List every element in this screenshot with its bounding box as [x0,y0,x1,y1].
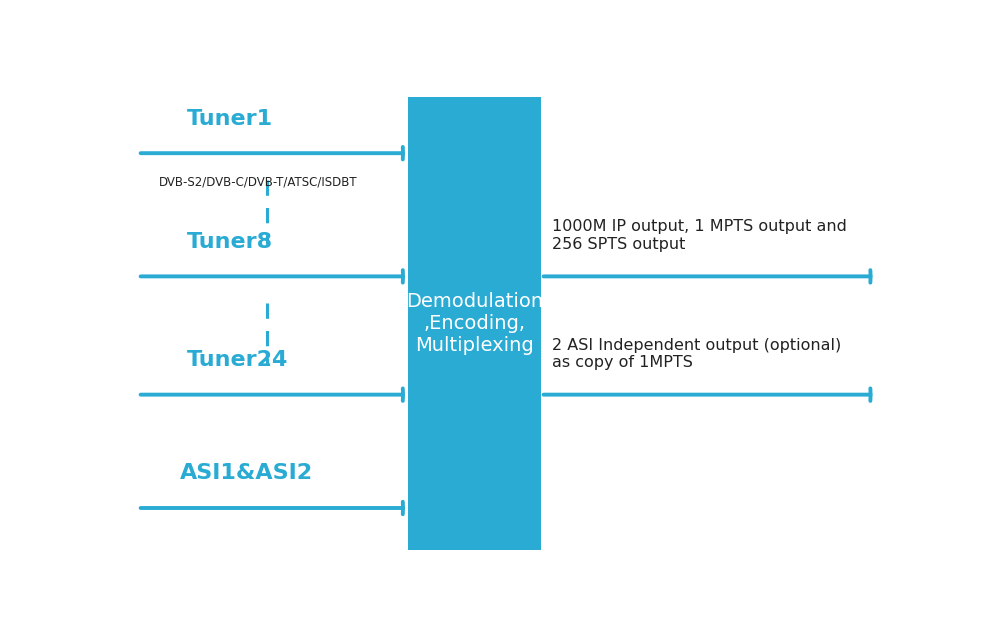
Text: Demodulation
,Encoding,
Multiplexing: Demodulation ,Encoding, Multiplexing [406,292,542,355]
Text: DVB-S2/DVB-C/DVB-T/ATSC/ISDBT: DVB-S2/DVB-C/DVB-T/ATSC/ISDBT [159,175,358,188]
Text: Tuner8: Tuner8 [187,232,274,252]
Text: 1000M IP output, 1 MPTS output and
256 SPTS output: 1000M IP output, 1 MPTS output and 256 S… [552,220,847,252]
Text: Tuner24: Tuner24 [187,350,288,370]
Text: ASI1&ASI2: ASI1&ASI2 [180,463,313,483]
Text: Tuner1: Tuner1 [187,109,274,129]
Text: 2 ASI Independent output (optional)
as copy of 1MPTS: 2 ASI Independent output (optional) as c… [552,338,842,370]
Bar [408,97,541,550]
